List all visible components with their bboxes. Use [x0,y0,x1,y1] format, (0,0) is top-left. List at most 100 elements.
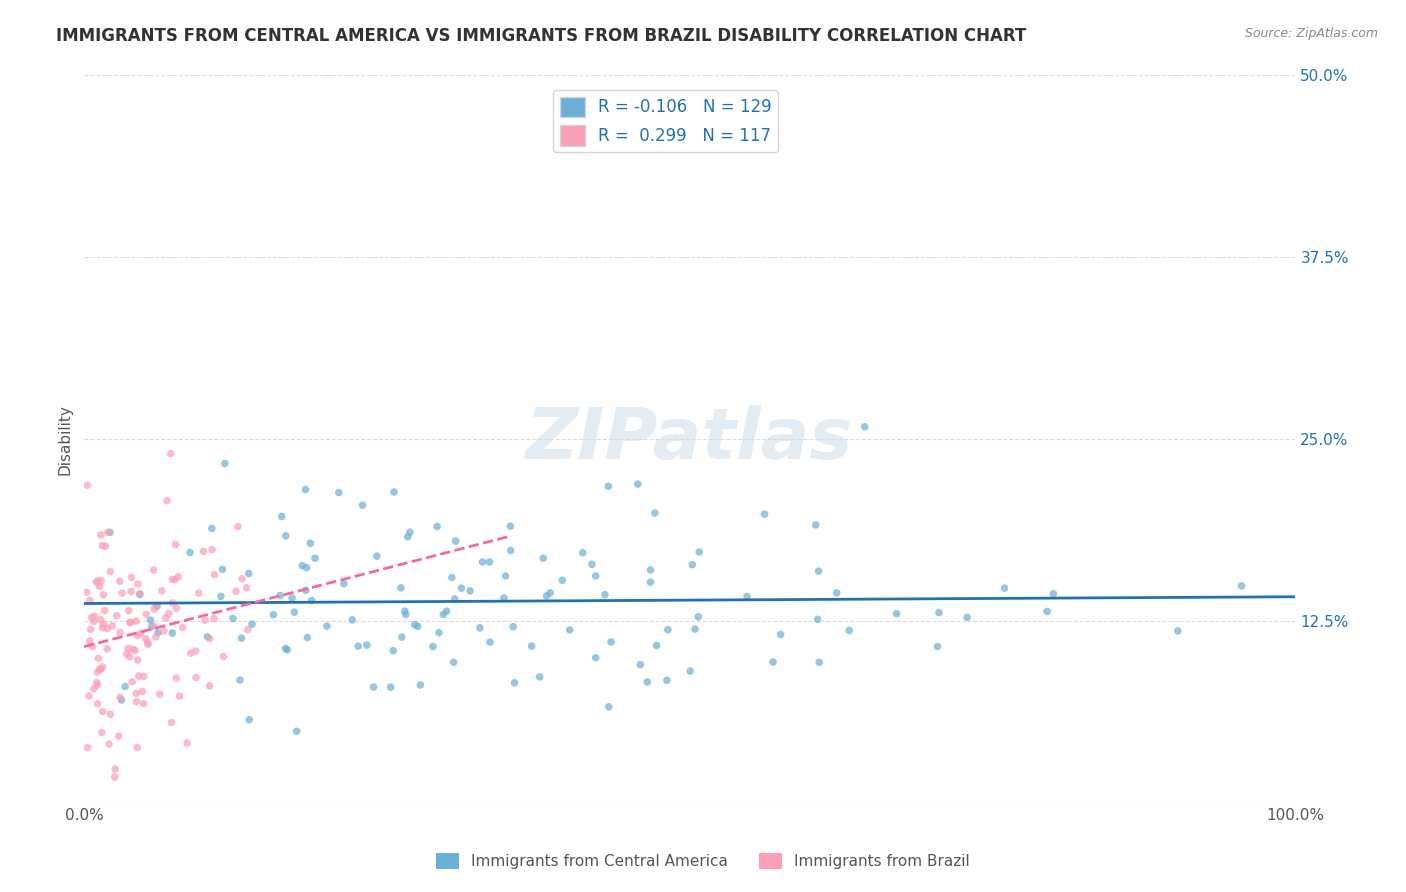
Immigrants from Central America [593,588,616,602]
Immigrants from Central America [956,610,979,624]
Immigrants from Brazil [93,588,115,602]
Immigrants from Central America [347,639,370,653]
Immigrants from Central America [688,609,710,624]
Immigrants from Central America [808,656,831,670]
Immigrants from Central America [274,641,297,656]
Immigrants from Brazil [166,601,188,615]
Immigrants from Brazil [90,574,112,588]
Immigrants from Brazil [76,585,98,599]
Immigrants from Central America [628,657,651,672]
Immigrants from Brazil [194,613,217,627]
Immigrants from Central America [640,563,662,577]
Immigrants from Central America [197,630,219,644]
Immigrants from Central America [396,530,419,544]
Immigrants from Central America [807,612,830,626]
Immigrants from Brazil [115,647,138,661]
Immigrants from Central America [231,631,253,645]
Immigrants from Brazil [236,623,259,637]
Immigrants from Central America [295,583,318,598]
Immigrants from Central America [304,551,326,566]
Immigrants from Central America [276,642,298,657]
Immigrants from Central America [503,676,526,690]
Immigrants from Brazil [142,619,165,633]
Immigrants from Brazil [127,653,149,667]
Immigrants from Brazil [201,542,224,557]
Immigrants from Central America [427,625,450,640]
Immigrants from Brazil [225,584,247,599]
Immigrants from Brazil [105,608,128,623]
Immigrants from Brazil [107,729,129,743]
Immigrants from Brazil [155,611,177,625]
Immigrants from Central America [927,640,949,654]
Immigrants from Brazil [172,620,194,634]
Immigrants from Brazil [101,619,124,633]
Immigrants from Central America [328,485,350,500]
Immigrants from Brazil [89,579,111,593]
Immigrants from Brazil [135,632,157,646]
Immigrants from Brazil [187,586,209,600]
Immigrants from Brazil [120,615,142,630]
Immigrants from Brazil [132,669,155,683]
Immigrants from Brazil [162,596,184,610]
Immigrants from Central America [640,575,662,590]
Immigrants from Central America [391,630,413,644]
Immigrants from Central America [436,604,458,618]
Immigrants from Central America [598,699,620,714]
Immigrants from Brazil [91,621,114,635]
Immigrants from Brazil [118,615,141,630]
Immigrants from Central America [529,670,551,684]
Immigrants from Central America [404,617,426,632]
Immigrants from Central America [240,617,263,632]
Immigrants from Central America [214,457,236,471]
Immigrants from Brazil [86,697,108,711]
Immigrants from Brazil [86,675,108,690]
Immigrants from Central America [238,713,260,727]
Immigrants from Brazil [127,740,149,755]
Immigrants from Central America [333,576,356,591]
Immigrants from Central America [468,621,491,635]
Immigrants from Central America [146,625,169,640]
Immigrants from Central America [409,678,432,692]
Immigrants from Central America [581,558,603,572]
Immigrants from Central America [551,574,574,588]
Immigrants from Central America [114,680,136,694]
Immigrants from Central America [440,570,463,584]
Immigrants from Central America [281,591,304,605]
Immigrants from Brazil [159,447,181,461]
Immigrants from Brazil [76,478,98,492]
Immigrants from Central America [1036,605,1059,619]
Immigrants from Central America [98,525,121,540]
Immigrants from Brazil [76,740,98,755]
Immigrants from Central America [495,569,517,583]
Immigrants from Brazil [91,660,114,674]
Immigrants from Brazil [111,586,134,600]
Immigrants from Brazil [231,572,253,586]
Legend: R = -0.106   N = 129, R =  0.299   N = 117: R = -0.106 N = 129, R = 0.299 N = 117 [553,90,778,153]
Immigrants from Brazil [135,607,157,622]
Legend: Immigrants from Central America, Immigrants from Brazil: Immigrants from Central America, Immigra… [430,847,976,875]
Immigrants from Brazil [83,681,105,696]
Immigrants from Brazil [121,674,143,689]
Immigrants from Brazil [89,662,111,676]
Immigrants from Central America [585,650,607,665]
Immigrants from Brazil [96,641,118,656]
Immigrants from Brazil [83,609,105,624]
Immigrants from Brazil [94,539,117,553]
Immigrants from Brazil [87,651,110,665]
Immigrants from Central America [538,586,561,600]
Immigrants from Brazil [120,584,142,599]
Immigrants from Central America [492,591,515,605]
Immigrants from Central America [458,583,481,598]
Immigrants from Central America [444,534,467,549]
Immigrants from Central America [394,604,416,618]
Immigrants from Brazil [212,649,235,664]
Immigrants from Central America [141,620,163,634]
Immigrants from Brazil [127,577,149,591]
Immigrants from Central America [636,675,658,690]
Immigrants from Central America [688,545,710,559]
Immigrants from Brazil [176,736,198,750]
Immigrants from Brazil [86,665,108,679]
Immigrants from Brazil [198,632,221,646]
Immigrants from Central America [531,551,554,566]
Immigrants from Central America [993,581,1015,595]
